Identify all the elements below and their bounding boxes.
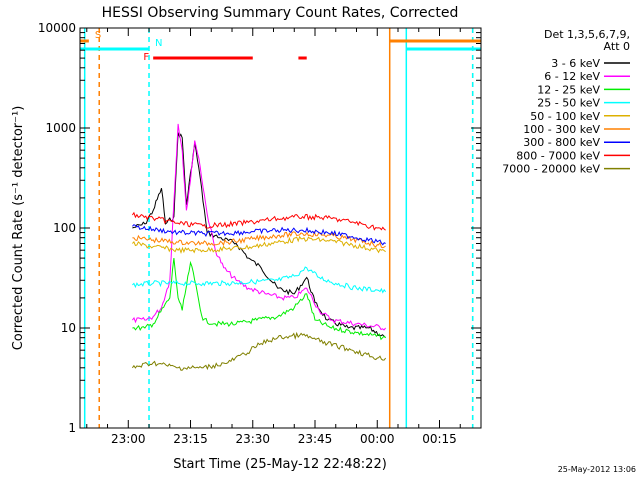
series-line <box>132 235 386 255</box>
series-line <box>132 224 386 246</box>
y-tick-label: 10000 <box>38 21 76 35</box>
x-tick-label: 23:00 <box>111 432 146 446</box>
series-line <box>132 230 386 249</box>
x-tick-label: 00:15 <box>422 432 457 446</box>
x-tick-label: 23:15 <box>173 432 208 446</box>
y-axis-label: Corrected Count Rate (s⁻¹ detector⁻¹) <box>11 106 26 351</box>
series-line <box>132 132 386 339</box>
legend-label: 300 - 800 keV <box>523 136 600 149</box>
flag-bars: S NF <box>80 30 481 63</box>
legend-label: 12 - 25 keV <box>537 83 600 96</box>
x-tick-label: 23:45 <box>298 432 333 446</box>
y-tick-label: 100 <box>53 221 76 235</box>
x-tick-label: 23:30 <box>235 432 270 446</box>
y-tick-label: 1000 <box>45 121 76 135</box>
series-line <box>131 211 386 231</box>
y-tick-label: 10 <box>61 321 76 335</box>
y-tick-label: 1 <box>68 421 76 435</box>
legend-label: 6 - 12 keV <box>544 70 600 83</box>
y-axis: 1 10 100 1000 10000 <box>38 21 481 435</box>
series-line <box>131 331 387 371</box>
legend-title-line-2: Att 0 <box>604 40 630 53</box>
series-line <box>132 258 386 341</box>
flag-label: S <box>95 30 101 41</box>
x-tick-label: 00:00 <box>360 432 395 446</box>
series-line <box>132 266 387 294</box>
legend-label: 800 - 7000 keV <box>516 149 600 162</box>
legend-label: 3 - 6 keV <box>551 57 600 70</box>
x-axis: 23:00 23:15 23:30 23:45 00:00 00:15 <box>86 28 482 446</box>
series-line <box>132 123 386 331</box>
flag-label: N <box>155 38 162 49</box>
legend-label: 7000 - 20000 keV <box>502 163 600 176</box>
series-lines <box>131 123 387 371</box>
legend-title-line-1: Det 1,3,5,6,7,9, <box>544 28 630 41</box>
timestamp: 25-May-2012 13:06 <box>558 465 636 474</box>
legend-label: 25 - 50 keV <box>537 97 600 110</box>
x-axis-label: Start Time (25-May-12 22:48:22) <box>173 457 387 472</box>
legend-label: 100 - 300 keV <box>523 123 600 136</box>
legend-label: 50 - 100 keV <box>530 110 600 123</box>
plot-frame <box>79 27 482 429</box>
flag-label: F <box>143 52 149 63</box>
chart-title: HESSI Observing Summary Count Rates, Cor… <box>102 5 459 21</box>
